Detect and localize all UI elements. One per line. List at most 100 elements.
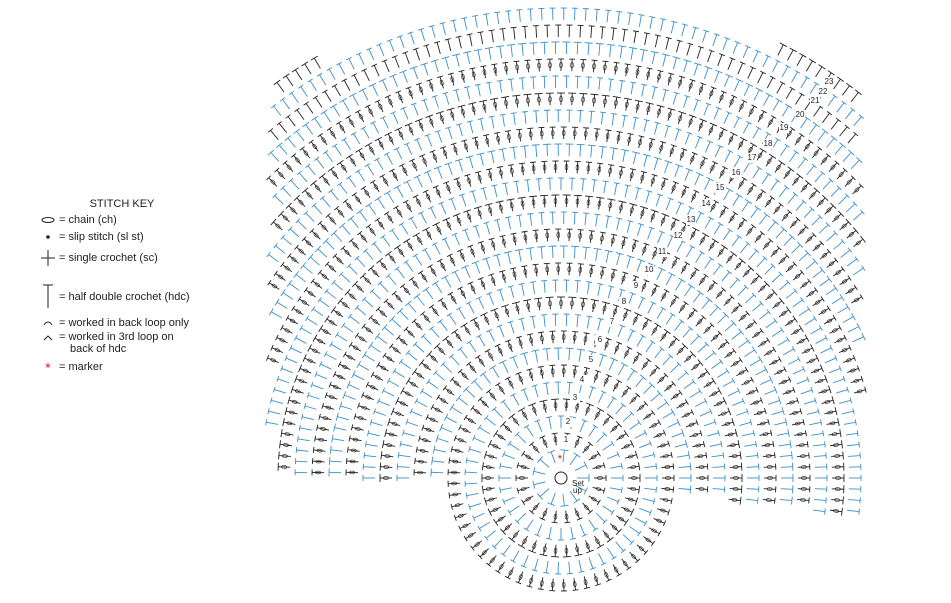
stitch-post	[406, 240, 414, 252]
stitch-loop	[604, 572, 609, 578]
stitch-bar	[474, 83, 481, 86]
stitch-post	[502, 401, 511, 412]
stitch-bar	[668, 72, 675, 75]
stitch-post	[852, 336, 864, 343]
stitch-bar	[729, 57, 736, 61]
stitch-bar	[566, 381, 573, 384]
stitch-bar	[483, 221, 490, 224]
stitch-post	[678, 76, 683, 89]
stitch-post	[454, 331, 463, 342]
stitch-bar	[657, 193, 664, 197]
stitch-post	[348, 384, 360, 390]
stitch-loop	[542, 403, 547, 410]
stitch-loop	[651, 369, 657, 375]
stitch-loop	[600, 270, 604, 276]
stitch-loop	[508, 343, 513, 350]
stitch-loop	[828, 261, 834, 267]
round-number: 14	[702, 199, 711, 208]
stitch-post	[579, 25, 581, 38]
stitch-post	[731, 304, 741, 314]
stitch-loop	[595, 487, 602, 491]
stitch-post	[819, 278, 830, 287]
stitch-loop	[581, 96, 585, 103]
stitch-loop	[681, 189, 686, 196]
stitch-loop	[380, 365, 386, 371]
stitch-bar	[664, 399, 670, 407]
stitch-post	[811, 148, 821, 159]
stitch-bar	[348, 238, 354, 243]
stitch-post	[748, 105, 755, 118]
round-number-bg	[644, 265, 654, 275]
stitch-bar	[837, 418, 840, 427]
stitch-post	[703, 421, 716, 427]
stitch-bar	[826, 305, 831, 312]
stitch-loop	[431, 268, 436, 274]
stitch-post	[459, 287, 467, 299]
stitch-bar	[335, 412, 339, 421]
stitch-bar	[374, 157, 380, 162]
stitch-loop	[631, 476, 637, 480]
stitch-bar	[432, 445, 436, 454]
stitch-post	[377, 335, 388, 344]
stitch-loop	[739, 181, 744, 187]
stitch-bar	[504, 130, 512, 132]
stitch-bar	[805, 180, 812, 186]
stitch-post	[721, 271, 730, 282]
stitch-loop	[614, 65, 618, 72]
stitch-bar	[506, 43, 516, 46]
stitch-post	[733, 117, 740, 129]
stitch-post	[657, 443, 669, 448]
stitch-bar	[665, 124, 672, 128]
stitch-post	[598, 552, 605, 565]
stitch-loop	[853, 297, 860, 303]
stitch-loop	[460, 290, 465, 297]
stitch-post	[730, 359, 741, 367]
stitch-bar	[629, 46, 638, 50]
stitch-post	[634, 517, 646, 524]
stitch-bar	[590, 93, 599, 96]
stitch-bar	[498, 359, 507, 364]
stitch-bar	[826, 275, 832, 283]
stitch-bar	[426, 378, 431, 385]
stitch-bar	[592, 527, 599, 532]
stitch-loop	[553, 164, 558, 170]
stitch-loop	[407, 330, 413, 336]
stitch-bar	[516, 487, 520, 494]
stitch-bar	[689, 350, 697, 358]
stitch-post	[449, 493, 462, 496]
stitch-loop	[720, 343, 726, 348]
stitch-post	[632, 152, 637, 165]
stitch-bar	[495, 382, 501, 387]
stitch-bar	[465, 457, 468, 464]
stitch-post	[497, 561, 505, 573]
stitch-loop	[286, 164, 292, 170]
stitch-post	[752, 51, 759, 63]
stitch-bar	[355, 147, 363, 153]
stitch-bar	[428, 24, 435, 28]
stitch-post	[538, 178, 540, 191]
stitch-bar	[419, 311, 426, 316]
stitch-loop	[670, 340, 675, 346]
stitch-bar	[608, 285, 615, 288]
stitch-bar	[520, 351, 529, 355]
stitch-post	[569, 454, 578, 466]
stitch-bar	[683, 185, 690, 189]
stitch-post	[445, 57, 450, 70]
stitch-post	[728, 498, 741, 502]
stitch-post	[428, 381, 439, 390]
stitch-post	[432, 151, 438, 163]
stitch-post	[411, 160, 418, 172]
stitch-bar	[412, 194, 419, 199]
stitch-post	[413, 67, 419, 80]
stitch-post	[472, 191, 477, 203]
stitch-bar	[662, 429, 667, 436]
stitch-post	[689, 268, 698, 280]
stitch-bar	[585, 161, 592, 163]
stitch-loop	[573, 369, 577, 375]
stitch-post	[493, 185, 498, 198]
stitch-bar	[679, 319, 685, 324]
stitch-bar	[652, 86, 659, 89]
stitch-loop	[329, 217, 335, 223]
stitch-post	[299, 367, 312, 374]
stitch-post	[425, 289, 434, 300]
